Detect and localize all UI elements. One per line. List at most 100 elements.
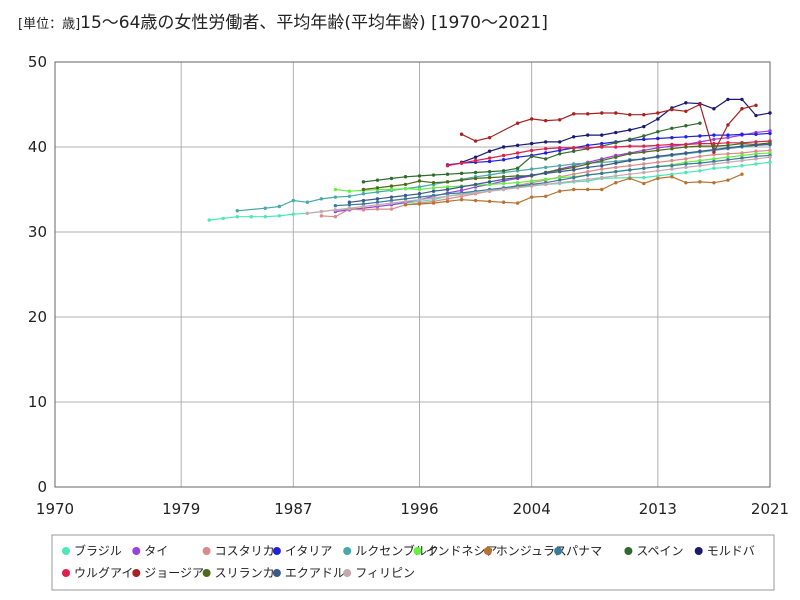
x-tick-label: 2013 bbox=[639, 500, 677, 518]
series-line-12 bbox=[363, 142, 771, 191]
series-point-9 bbox=[614, 130, 618, 135]
series-point-7 bbox=[698, 161, 702, 165]
series-point-4 bbox=[375, 190, 380, 194]
series-point-11 bbox=[740, 107, 744, 111]
series-point-7 bbox=[614, 169, 618, 174]
series-point-4 bbox=[487, 173, 492, 177]
legend-label-8: スペイン bbox=[636, 544, 683, 558]
series-point-5 bbox=[333, 187, 338, 192]
series-point-9 bbox=[740, 97, 744, 102]
series-point-13 bbox=[656, 154, 660, 159]
series-point-14 bbox=[754, 157, 758, 161]
series-point-4 bbox=[529, 167, 534, 171]
series-point-8 bbox=[487, 169, 492, 174]
series-point-4 bbox=[572, 162, 576, 166]
series-point-9 bbox=[684, 101, 688, 105]
series-point-9 bbox=[586, 133, 590, 137]
series-point-6 bbox=[656, 176, 660, 181]
series-point-7 bbox=[558, 178, 562, 182]
series-point-13 bbox=[572, 168, 576, 172]
series-point-13 bbox=[670, 152, 674, 157]
x-tick-label: 2021 bbox=[751, 500, 789, 518]
series-point-14 bbox=[417, 198, 422, 202]
unit-label: [単位：歳] bbox=[18, 17, 81, 32]
series-point-3 bbox=[656, 136, 660, 141]
series-point-12 bbox=[403, 182, 408, 187]
series-point-12 bbox=[628, 152, 632, 156]
series-point-9 bbox=[572, 135, 576, 139]
legend-label-12: スリランカ bbox=[215, 566, 275, 580]
series-point-7 bbox=[670, 164, 674, 168]
y-tick-label: 30 bbox=[28, 223, 47, 241]
series-point-12 bbox=[431, 181, 436, 185]
series-point-3 bbox=[586, 143, 590, 147]
series-point-12 bbox=[572, 165, 576, 170]
series-point-5 bbox=[558, 175, 562, 180]
series-point-2 bbox=[572, 172, 576, 176]
legend-label-2: コスタリカ bbox=[215, 544, 275, 558]
series-point-13 bbox=[586, 165, 590, 170]
legend-marker-2 bbox=[202, 547, 211, 555]
series-point-13 bbox=[347, 200, 352, 204]
legend-label-5: インドネシア bbox=[426, 544, 498, 558]
series-point-6 bbox=[431, 201, 436, 205]
series-point-8 bbox=[628, 137, 632, 142]
series-point-7 bbox=[684, 162, 688, 166]
series-point-9 bbox=[543, 140, 548, 144]
series-point-14 bbox=[712, 162, 716, 166]
series-point-7 bbox=[361, 202, 366, 206]
series-point-12 bbox=[684, 145, 688, 149]
series-point-10 bbox=[515, 151, 520, 155]
series-point-6 bbox=[642, 181, 646, 186]
series-point-11 bbox=[628, 113, 632, 117]
series-point-5 bbox=[403, 186, 408, 191]
series-point-13 bbox=[515, 175, 520, 180]
series-point-6 bbox=[684, 181, 688, 185]
plot-frame bbox=[54, 61, 771, 488]
series-point-6 bbox=[698, 180, 702, 184]
series-point-6 bbox=[501, 200, 506, 204]
x-tick-label: 1979 bbox=[162, 500, 200, 518]
legend-label-0: ブラジル bbox=[74, 543, 122, 558]
series-point-4 bbox=[417, 185, 422, 189]
series-point-13 bbox=[543, 171, 548, 176]
series-point-11 bbox=[754, 103, 758, 108]
series-point-9 bbox=[726, 97, 730, 102]
series-point-6 bbox=[712, 181, 716, 185]
series-point-11 bbox=[712, 150, 716, 154]
series-point-12 bbox=[726, 143, 730, 147]
series-point-14 bbox=[684, 165, 688, 170]
series-point-6 bbox=[572, 187, 576, 192]
series-point-13 bbox=[473, 182, 478, 187]
series-point-0 bbox=[740, 164, 744, 168]
legend-marker-5 bbox=[413, 547, 422, 555]
series-point-5 bbox=[417, 187, 422, 192]
series-point-13 bbox=[628, 158, 632, 163]
series-point-6 bbox=[614, 181, 618, 185]
series-point-1 bbox=[726, 135, 730, 140]
series-point-1 bbox=[768, 129, 772, 133]
series-point-10 bbox=[501, 153, 506, 158]
series-point-10 bbox=[445, 164, 450, 168]
series-point-11 bbox=[487, 135, 492, 140]
series-point-14 bbox=[642, 170, 646, 175]
series-point-11 bbox=[515, 121, 520, 125]
series-point-0 bbox=[712, 166, 716, 170]
series-point-11 bbox=[558, 118, 562, 122]
series-point-2 bbox=[614, 165, 618, 170]
series-point-3 bbox=[684, 135, 688, 139]
series-point-1 bbox=[712, 137, 716, 142]
series-point-5 bbox=[529, 179, 534, 183]
series-point-11 bbox=[670, 107, 674, 112]
series-point-14 bbox=[403, 199, 408, 204]
series-point-8 bbox=[431, 173, 436, 177]
series-point-10 bbox=[614, 145, 618, 149]
series-point-14 bbox=[543, 182, 548, 187]
series-point-3 bbox=[726, 133, 730, 137]
series-point-6 bbox=[459, 198, 464, 202]
series-point-9 bbox=[754, 113, 758, 118]
series-point-9 bbox=[501, 145, 506, 149]
series-point-0 bbox=[277, 214, 282, 218]
series-point-10 bbox=[459, 161, 464, 165]
